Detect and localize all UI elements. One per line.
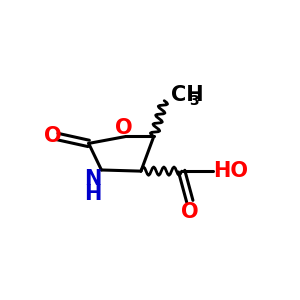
Text: HO: HO [213, 161, 248, 181]
Text: H: H [85, 184, 102, 204]
Text: O: O [115, 118, 132, 138]
Text: N: N [85, 169, 102, 189]
Text: CH: CH [171, 85, 204, 105]
Text: O: O [181, 202, 199, 222]
Text: 3: 3 [189, 94, 199, 108]
Text: O: O [44, 127, 62, 146]
